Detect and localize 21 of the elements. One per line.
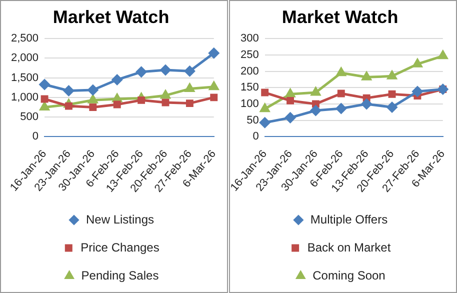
y-tick-label: 250 (240, 48, 259, 61)
y-tick-label: 2,500 (10, 32, 39, 45)
legend-label: Back on Market (307, 240, 392, 254)
y-tick-label: 1,000 (10, 91, 39, 104)
y-tick-label: 1,500 (10, 72, 39, 84)
legend-label: Coming Soon (312, 268, 386, 282)
legend-label: Price Changes (80, 240, 160, 254)
y-tick-label: 300 (240, 32, 259, 45)
y-tick-label: 100 (240, 98, 259, 110)
legend-label: Multiple Offers (310, 212, 388, 226)
y-tick-label: 50 (246, 114, 259, 126)
y-tick-label: 0 (32, 130, 39, 143)
legend-label: Pending Sales (81, 268, 159, 282)
y-tick-label: 2,000 (10, 52, 39, 64)
chart-title: Market Watch (52, 6, 170, 27)
y-tick-label: 150 (240, 82, 259, 94)
chart-title: Market Watch (282, 6, 398, 27)
y-tick-label: 0 (252, 130, 259, 143)
y-tick-label: 500 (20, 111, 39, 124)
legend-label: New Listings (86, 212, 154, 226)
y-tick-label: 200 (240, 65, 259, 78)
